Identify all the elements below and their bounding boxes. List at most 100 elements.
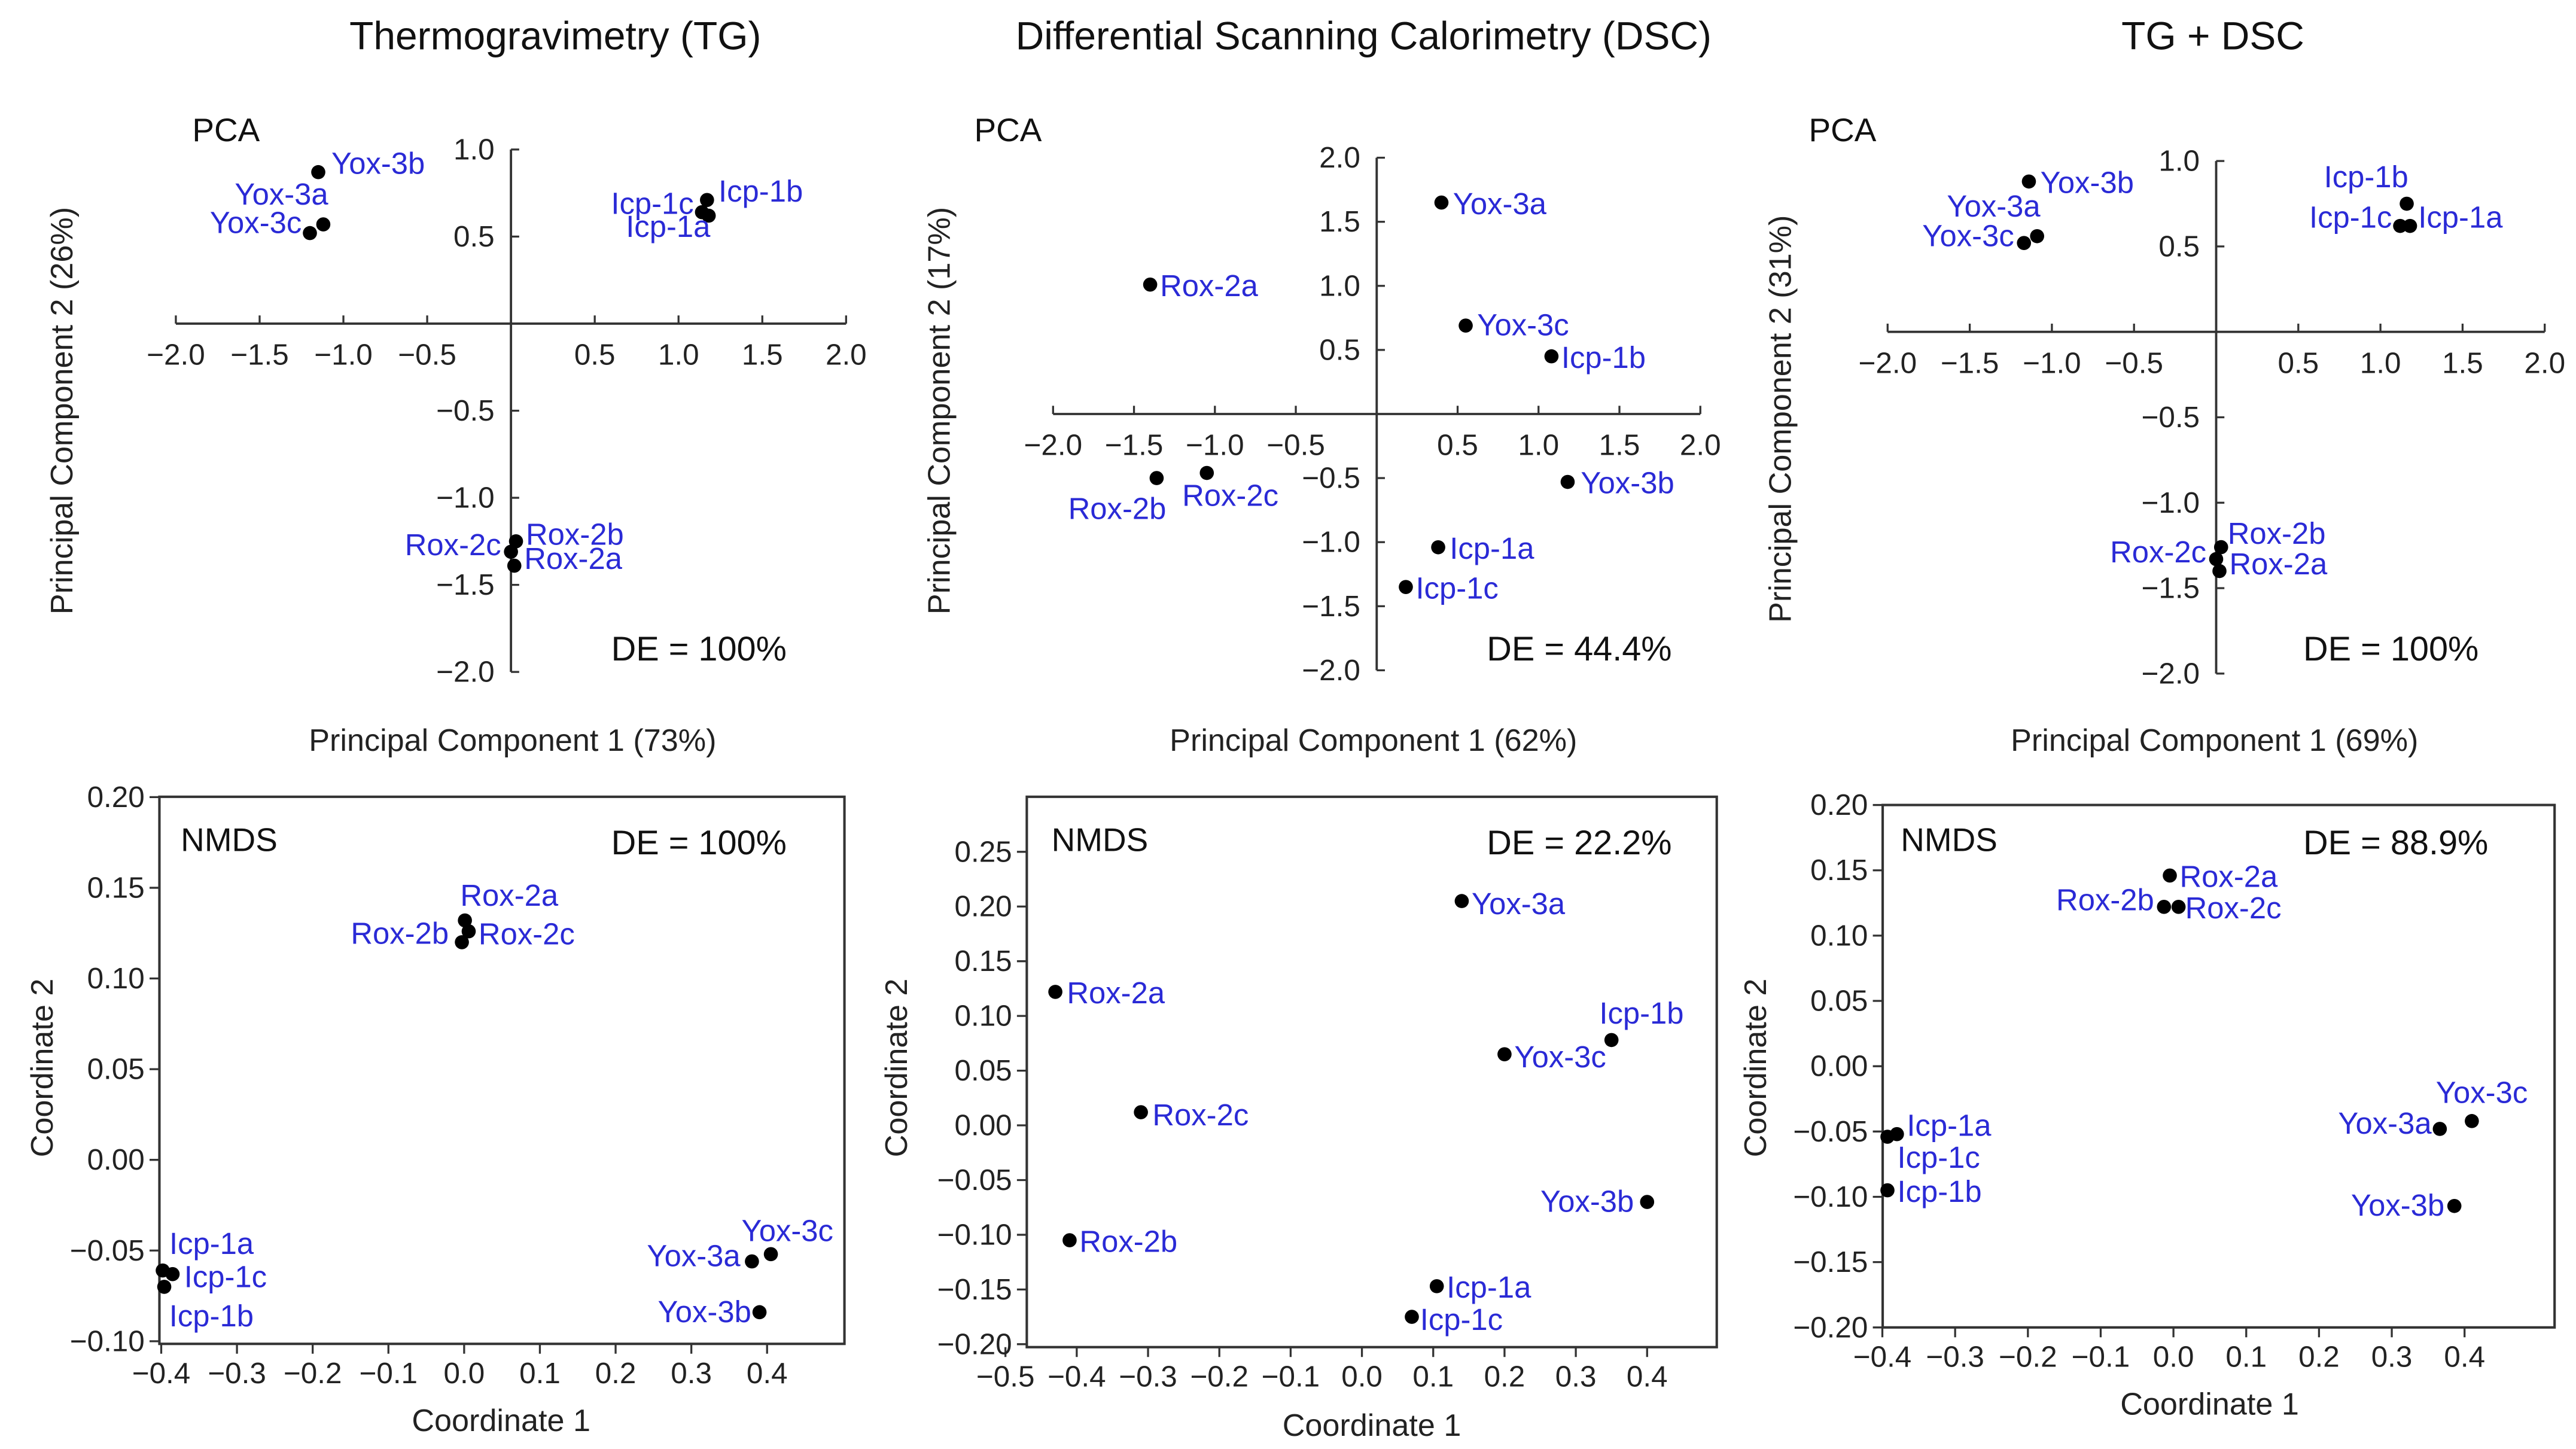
x-tick-label: −1.5 [1941,346,1999,379]
y-tick-label: −2.0 [436,656,495,689]
point-label: Rox-2c [1182,478,1278,512]
x-tick-label: −1.0 [314,339,373,372]
data-point [2447,1198,2462,1213]
data-point [2030,229,2044,243]
data-point [2465,1114,2479,1128]
panel-pca-tg-dsc: −2.0 −1.5 −1.0 −0.5 0.5 1.0 1.5 2.0 1.0 0.5 −0.5 −1… [1763,111,2565,758]
y-axis-title: Principal Component 2 (26%) [45,207,80,614]
y-tick-label: −0.10 [1793,1180,1868,1213]
data-point [157,1280,172,1294]
x-tick-label: 2.0 [1680,429,1721,462]
point-label: Yox-3c [1477,308,1569,342]
y-tick-label: 0.10 [1810,919,1868,952]
point-label: Yox-3b [1581,466,1674,500]
method-label: PCA [1808,111,1876,148]
y-tick-label: −1.0 [2142,486,2200,519]
data-point [1429,1279,1444,1293]
x-tick-label: 0.0 [1341,1360,1383,1393]
point-label: Yox-3a [1472,887,1566,921]
data-point [461,924,476,939]
data-point [1604,1033,1619,1048]
data-point [701,208,716,223]
data-point [2021,174,2036,189]
point-label: Yox-3c [210,206,302,240]
column-title-dsc: Differential Scanning Calorimetry (DSC) [1016,13,1712,57]
data-point [2163,868,2177,883]
x-tick-label: −0.4 [132,1357,191,1390]
point-label: Icp-1b [718,174,803,208]
point-label: Yox-3b [2041,166,2134,200]
point-label: Icp-1c [1420,1302,1503,1337]
y-tick-label: 0.20 [954,890,1012,923]
x-tick-label: −0.3 [1119,1360,1177,1393]
panel-pca-dsc: −2.0 −1.5 −1.0 −0.5 0.5 1.0 1.5 2.0 2.0 1.5 1.0 0.5… [922,111,1721,758]
x-axis-title: Principal Component 1 (62%) [1170,723,1577,758]
data-point [1434,195,1449,210]
point-label: Rox-2b [1068,492,1167,526]
de-label: DE = 100% [611,630,787,668]
y-tick-label: −0.5 [2142,401,2200,434]
method-label: NMDS [181,821,278,858]
y-tick-label: −0.5 [1302,462,1360,495]
data-point [2432,1122,2447,1136]
data-point [165,1267,180,1281]
point-label: Icp-1c [1415,571,1498,605]
point-label: Icp-1c [2309,200,2392,234]
point-label: Icp-1b [2324,160,2408,194]
y-axis-title: Coordinate 2 [25,979,60,1158]
y-tick-label: 0.5 [2158,230,2200,263]
data-point [745,1254,759,1269]
method-label: NMDS [1901,821,1998,858]
x-tick-label: 0.3 [671,1357,712,1390]
y-tick-label: −1.5 [1302,590,1360,623]
y-tick-label: 1.5 [1319,205,1360,238]
point-label: Icp-1a [626,209,711,243]
y-tick-label: −1.0 [436,482,495,515]
point-label: Yox-3b [658,1295,751,1329]
x-tick-label: −1.5 [1105,429,1164,462]
y-tick-label: 0.10 [87,962,145,995]
data-point [455,935,469,949]
x-tick-label: −0.1 [2072,1341,2130,1374]
x-tick-label: −2.0 [1024,429,1083,462]
data-point [2213,540,2228,555]
y-tick-label: 0.20 [87,781,145,814]
x-tick-label: 0.1 [519,1357,561,1390]
point-label: Rox-2a [2229,547,2328,581]
point-label: Rox-2b [526,517,624,551]
data-point [458,913,472,928]
point-label: Rox-2c [2185,891,2282,925]
x-tick-label: −0.2 [284,1357,342,1390]
data-point [508,534,523,549]
point-label: Icp-1a [1450,531,1534,565]
x-tick-label: −0.1 [1262,1360,1320,1393]
x-tick-label: 0.2 [1484,1360,1525,1393]
x-tick-label: −1.5 [230,339,289,372]
panel-nmds-dsc: −0.5 −0.4 −0.3 −0.2 −0.1 0.0 0.1 0.2 0.3 0.4 0.25 0… [879,795,1718,1443]
x-tick-label: −0.5 [2105,346,2163,379]
x-tick-label: −0.5 [398,339,456,372]
y-tick-label: −0.05 [937,1164,1012,1197]
data-point [1560,474,1575,489]
point-label: Icp-1b [1561,340,1646,375]
data-point [504,544,518,559]
y-tick-label: 0.05 [1810,984,1868,1017]
x-tick-label: 0.3 [2371,1341,2413,1374]
data-point [303,226,317,241]
data-point [1149,471,1164,485]
x-tick-label: 0.1 [1412,1360,1454,1393]
x-axis-title: Principal Component 1 (69%) [2011,723,2418,758]
x-tick-label: 2.0 [826,339,867,372]
point-label: Icp-1c [184,1260,267,1294]
y-tick-label: −0.10 [70,1325,145,1357]
x-tick-label: −0.5 [1266,429,1325,462]
x-tick-label: 0.1 [2225,1341,2267,1374]
x-tick-label: 0.2 [595,1357,637,1390]
y-tick-label: −0.05 [1793,1115,1868,1148]
y-tick-label: 2.0 [1319,141,1360,174]
de-label: DE = 100% [611,824,787,862]
y-tick-label: −0.15 [937,1273,1012,1306]
y-tick-label: 0.00 [1810,1050,1868,1083]
y-tick-label: −1.5 [436,568,495,601]
